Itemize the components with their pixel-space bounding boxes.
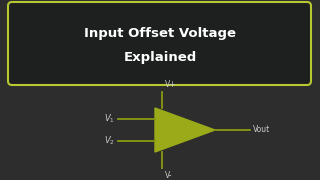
Text: V+: V+ (165, 80, 177, 89)
Text: Explained: Explained (124, 51, 196, 64)
Text: $V_1$: $V_1$ (104, 113, 115, 125)
Text: V-: V- (165, 171, 173, 180)
Text: $V_2$: $V_2$ (104, 135, 115, 147)
FancyBboxPatch shape (8, 2, 311, 85)
Text: Vout: Vout (253, 125, 270, 134)
Text: Input Offset Voltage: Input Offset Voltage (84, 26, 236, 39)
Polygon shape (155, 108, 215, 152)
